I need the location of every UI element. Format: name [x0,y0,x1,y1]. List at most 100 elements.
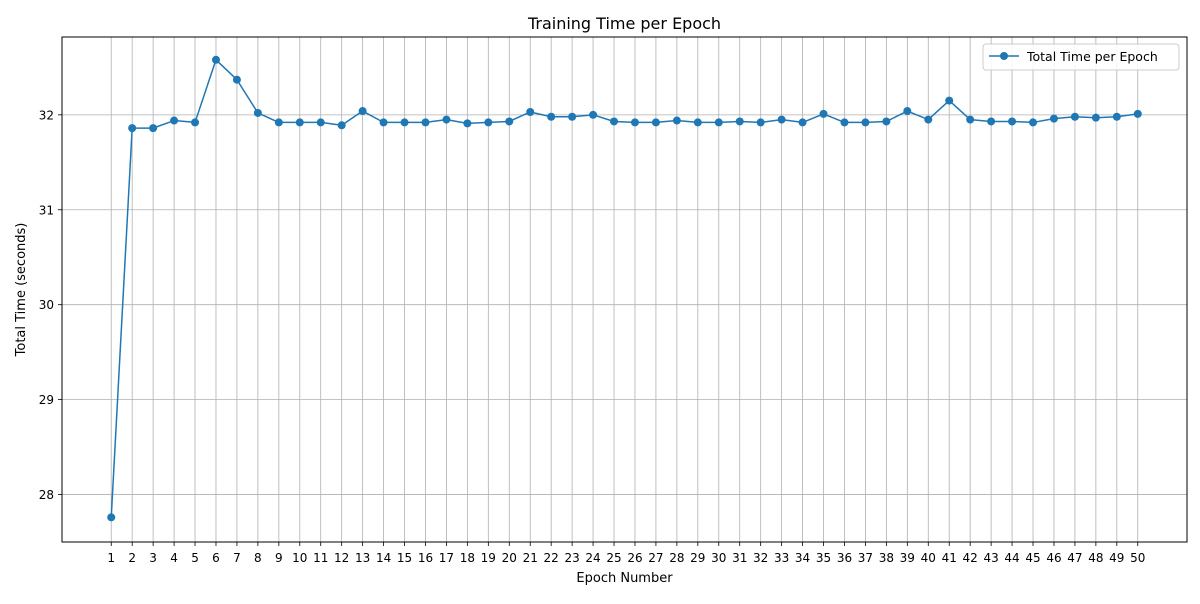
axis-ticks: 1 2 3 4 5 6 7 8 9 10 11 12 13 14 15 16 17 18 19 20 21 22 23 24 2… [39,108,1146,565]
data-point [1029,118,1038,127]
x-tick-label: 34 [795,551,810,565]
y-tick-label: 28 [39,488,54,502]
legend-marker-swatch [1000,52,1008,60]
x-tick-label: 21 [523,551,538,565]
data-point [1070,112,1079,121]
data-point [547,112,556,121]
data-point [882,117,891,126]
x-tick-label: 14 [376,551,391,565]
y-axis-label: Total Time (seconds) [14,223,29,358]
data-point [1091,113,1100,122]
x-tick-label: 45 [1025,551,1040,565]
grid-lines [62,37,1187,542]
x-tick-label: 11 [313,551,328,565]
x-tick-label: 19 [481,551,496,565]
data-point [945,96,954,105]
data-point [693,118,702,127]
x-tick-label: 13 [355,551,370,565]
x-tick-label: 1 [107,551,115,565]
y-tick-label: 32 [39,108,54,122]
x-tick-label: 4 [170,551,178,565]
data-point [1049,114,1058,123]
data-point [274,118,283,127]
data-point [191,118,200,127]
data-point [672,116,681,125]
legend: Total Time per Epoch [982,43,1180,71]
data-point [526,107,535,116]
x-tick-label: 33 [774,551,789,565]
x-axis-label: Epoch Number [576,571,673,586]
data-point [253,108,262,117]
plot-area-frame [61,36,1188,543]
x-tick-label: 42 [963,551,978,565]
x-tick-label: 26 [627,551,642,565]
x-tick-label: 28 [669,551,684,565]
data-point [987,117,996,126]
data-point [295,118,304,127]
x-tick-label: 30 [711,551,726,565]
data-point [966,115,975,124]
x-tick-label: 5 [191,551,199,565]
y-tick-label: 31 [39,203,54,217]
x-tick-label: 27 [648,551,663,565]
x-tick-label: 41 [942,551,957,565]
x-tick-label: 29 [690,551,705,565]
x-tick-label: 48 [1088,551,1103,565]
y-tick-label: 29 [39,393,54,407]
data-point [484,118,493,127]
x-tick-label: 25 [606,551,621,565]
data-point [316,118,325,127]
x-tick-label: 15 [397,551,412,565]
data-point [337,121,346,130]
x-tick-label: 31 [732,551,747,565]
x-tick-label: 39 [900,551,915,565]
x-tick-label: 8 [254,551,262,565]
data-point [589,110,598,119]
x-tick-label: 43 [983,551,998,565]
data-point [421,118,430,127]
data-point [756,118,765,127]
legend-box [982,43,1180,71]
x-tick-label: 37 [858,551,873,565]
data-point [128,124,137,133]
data-point [232,75,241,84]
data-point [568,112,577,121]
x-tick-label: 16 [418,551,433,565]
legend-label: Total Time per Epoch [1026,49,1158,64]
data-point [1133,109,1142,118]
data-point [170,116,179,125]
x-tick-label: 40 [921,551,936,565]
data-point [861,118,870,127]
x-tick-label: 46 [1046,551,1061,565]
data-point [840,118,849,127]
x-tick-label: 24 [585,551,600,565]
x-tick-label: 38 [879,551,894,565]
x-tick-label: 3 [149,551,157,565]
x-tick-label: 32 [753,551,768,565]
x-tick-label: 17 [439,551,454,565]
data-point [924,115,933,124]
data-point [442,115,451,124]
x-tick-label: 22 [544,551,559,565]
x-tick-label: 35 [816,551,831,565]
x-tick-label: 44 [1004,551,1019,565]
data-point [211,55,220,64]
data-point [400,118,409,127]
x-tick-label: 9 [275,551,283,565]
x-tick-label: 50 [1130,551,1145,565]
data-point [505,117,514,126]
data-point [798,118,807,127]
data-point [903,107,912,116]
x-tick-label: 18 [460,551,475,565]
x-tick-label: 49 [1109,551,1124,565]
data-point [714,118,723,127]
data-point [610,117,619,126]
data-point [1008,117,1017,126]
data-point [1112,112,1121,121]
x-tick-label: 36 [837,551,852,565]
data-point [463,119,472,128]
x-tick-label: 23 [564,551,579,565]
